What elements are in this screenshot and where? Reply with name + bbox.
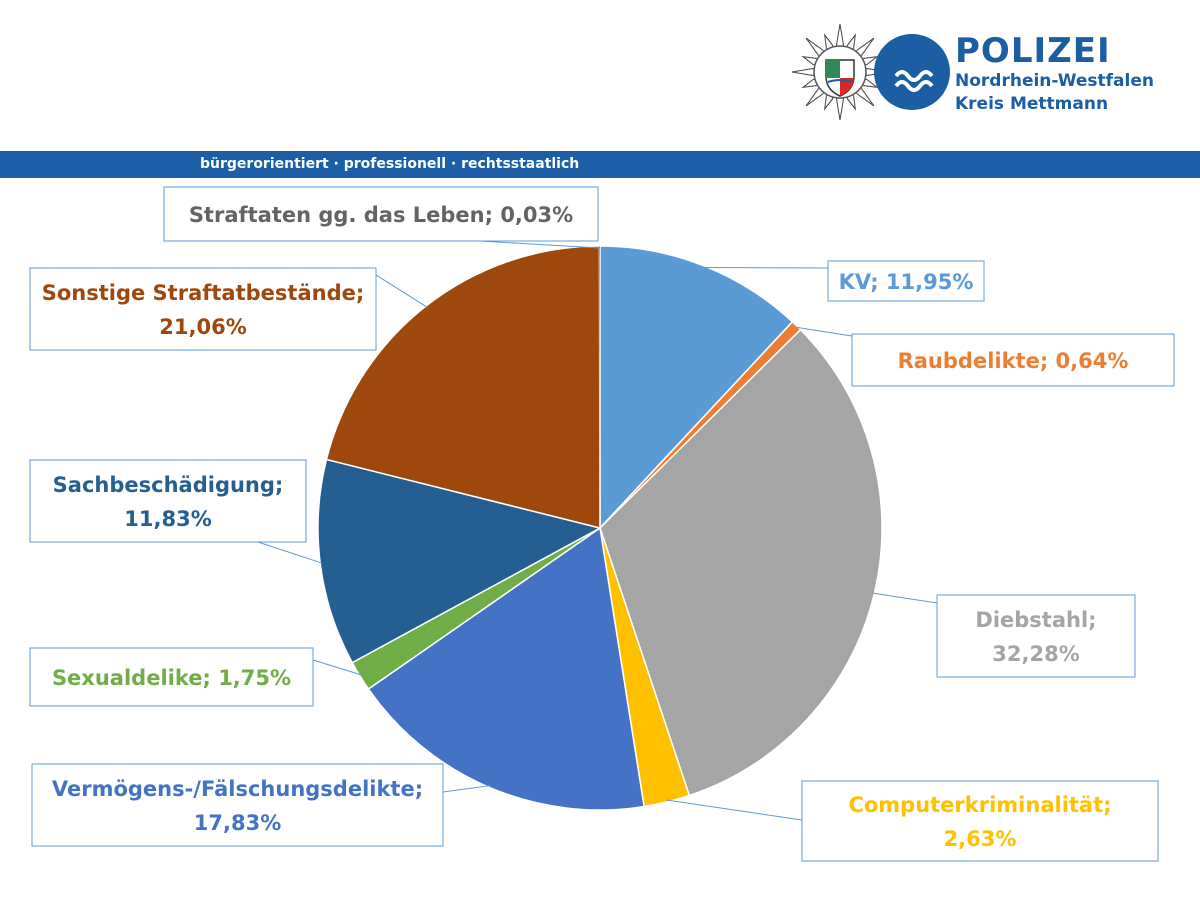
data-label-8-line-2: 21,06%	[159, 315, 246, 339]
header: POLIZEI Nordrhein-Westfalen Kreis Mettma…	[0, 0, 1200, 150]
logo-text: POLIZEI Nordrhein-Westfalen Kreis Mettma…	[955, 32, 1154, 116]
pie-slice-8	[325, 245, 601, 529]
leader-line-6	[312, 659, 362, 676]
data-label-box-3	[936, 594, 1136, 678]
logo-subtitle-district: Kreis Mettmann	[955, 94, 1109, 114]
data-label-7-line-2: 11,83%	[124, 507, 211, 531]
data-label-box-1	[827, 260, 985, 302]
data-label-8-line-1: Sonstige Straftatbestände;	[42, 281, 365, 305]
data-label-5-line-2: 17,83%	[194, 811, 281, 835]
data-label-box-8	[29, 267, 377, 351]
pie-slice-7	[317, 458, 603, 664]
data-label-9-line-1: Straftaten gg. das Leben; 0,03%	[189, 203, 573, 227]
data-label-box-7	[29, 459, 307, 543]
leader-line-2	[795, 326, 853, 337]
logo-subtitle-state: Nordrhein-Westfalen	[955, 71, 1154, 91]
pie-slices	[317, 245, 883, 811]
leader-line-3	[872, 592, 938, 604]
leader-line-7	[257, 541, 323, 564]
data-label-5-line-1: Vermögens-/Fälschungsdelikte;	[52, 777, 423, 801]
data-label-4-line-1: Computerkriminalität;	[848, 793, 1111, 817]
pie-slice-9	[599, 246, 600, 528]
data-labels: KV; 11,95% Raubdelikte; 0,64% Diebstahl; 32…	[29, 186, 1175, 862]
wave-logo-icon	[874, 34, 950, 110]
faint-footer-artifact	[140, 858, 620, 866]
leader-lines	[257, 240, 938, 821]
police-star-emblem-icon	[791, 23, 889, 121]
data-label-3-line-1: Diebstahl;	[975, 608, 1096, 632]
data-label-1-line-1: KV; 11,95%	[839, 270, 974, 294]
data-label-box-6	[29, 647, 314, 707]
data-label-box-2	[851, 333, 1175, 387]
data-label-2-line-1: Raubdelikte; 0,64%	[898, 349, 1129, 373]
leader-line-9	[479, 240, 600, 249]
data-label-3-line-2: 32,28%	[992, 642, 1079, 666]
pie-slice-5	[367, 526, 645, 811]
leader-line-4	[666, 799, 803, 821]
data-label-box-4	[801, 780, 1159, 862]
leader-line-8	[375, 274, 428, 308]
data-label-7-line-1: Sachbeschädigung;	[53, 473, 284, 497]
pie-slice-1	[599, 245, 794, 530]
logo-title: POLIZEI	[955, 31, 1111, 71]
data-label-box-9	[163, 186, 599, 242]
tagline-band: bürgerorientiert · professionell · recht…	[0, 151, 1200, 178]
leader-line-5	[442, 785, 491, 793]
data-label-box-5	[31, 763, 444, 847]
data-label-4-line-2: 2,63%	[944, 827, 1017, 851]
data-label-6-line-1: Sexualdelike; 1,75%	[52, 666, 291, 690]
tagline: bürgerorientiert · professionell · recht…	[200, 156, 580, 172]
